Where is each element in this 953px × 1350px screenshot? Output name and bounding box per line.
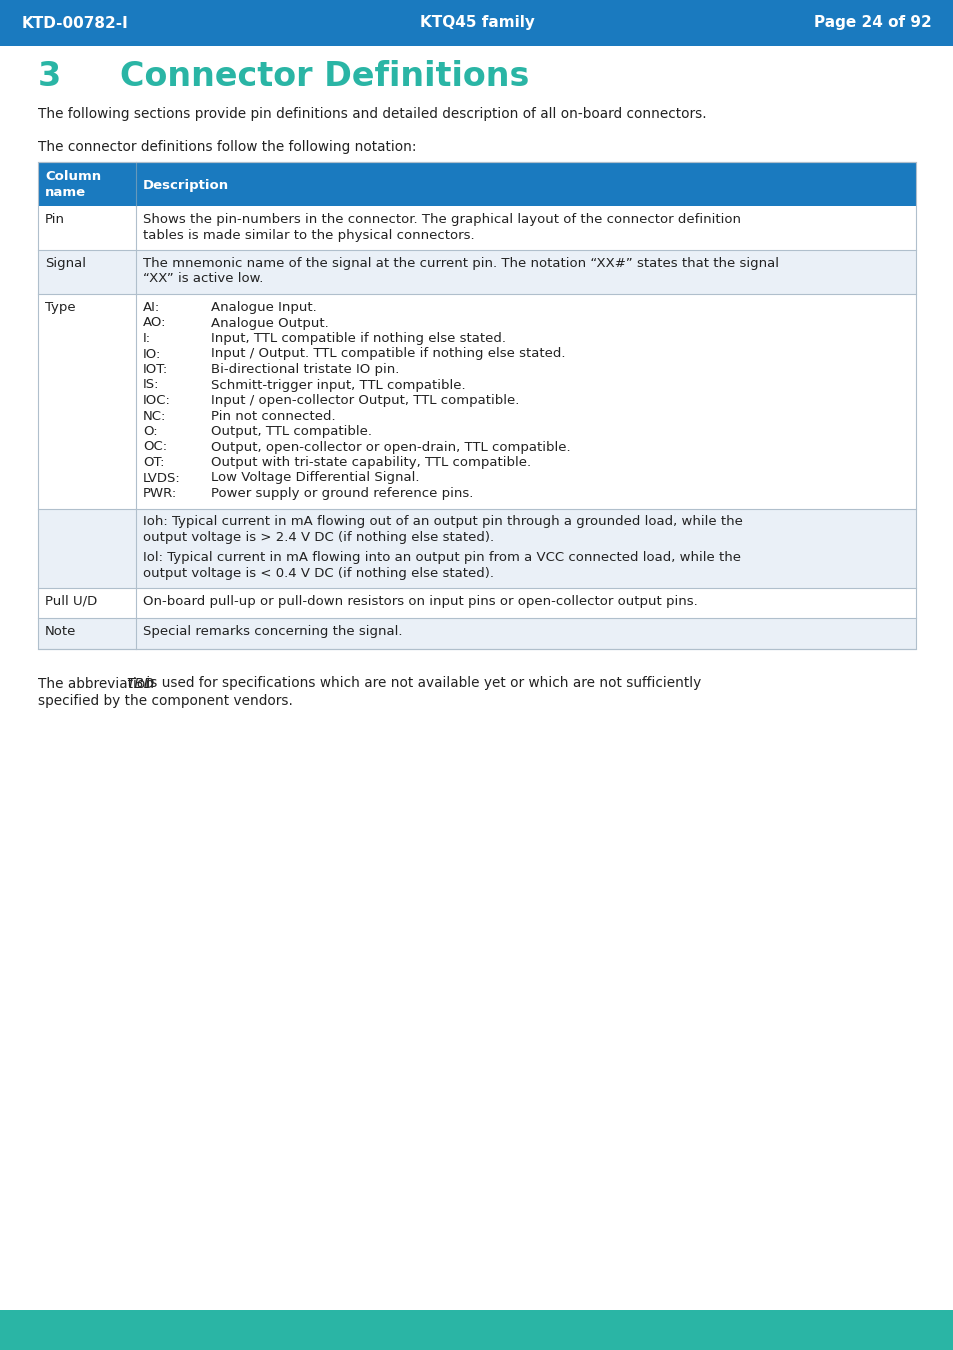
- Text: Output, TTL compatible.: Output, TTL compatible.: [211, 425, 372, 437]
- Text: KTD-00782-I: KTD-00782-I: [22, 15, 129, 31]
- Text: IS:: IS:: [143, 378, 159, 392]
- Text: Analogue Output.: Analogue Output.: [211, 316, 329, 329]
- Bar: [38, 162, 915, 207]
- Text: AI:: AI:: [143, 301, 160, 315]
- Bar: [0, 0, 953, 46]
- Text: LVDS:: LVDS:: [143, 471, 180, 485]
- Text: “XX” is active low.: “XX” is active low.: [143, 273, 263, 285]
- Text: PWR:: PWR:: [143, 487, 177, 500]
- Text: The abbreviation: The abbreviation: [38, 676, 158, 690]
- FancyBboxPatch shape: [0, 0, 953, 46]
- Text: 3: 3: [38, 59, 61, 93]
- Text: Input / open-collector Output, TTL compatible.: Input / open-collector Output, TTL compa…: [211, 394, 518, 406]
- Bar: [38, 294, 915, 509]
- Text: Connector Definitions: Connector Definitions: [120, 59, 529, 93]
- Text: Input, TTL compatible if nothing else stated.: Input, TTL compatible if nothing else st…: [211, 332, 505, 346]
- Text: Pin: Pin: [45, 213, 65, 225]
- Text: NC:: NC:: [143, 409, 166, 423]
- Text: O:: O:: [143, 425, 157, 437]
- Bar: [0, 0, 953, 36]
- Text: Iol: Typical current in mA flowing into an output pin from a VCC connected load,: Iol: Typical current in mA flowing into …: [143, 552, 740, 564]
- Bar: [38, 162, 915, 648]
- Text: Ioh: Typical current in mA flowing out of an output pin through a grounded load,: Ioh: Typical current in mA flowing out o…: [143, 516, 742, 528]
- Text: Schmitt-trigger input, TTL compatible.: Schmitt-trigger input, TTL compatible.: [211, 378, 465, 392]
- Text: Type: Type: [45, 301, 75, 315]
- Bar: [38, 618, 915, 648]
- Text: The connector definitions follow the following notation:: The connector definitions follow the fol…: [38, 140, 416, 154]
- Text: On-board pull-up or pull-down resistors on input pins or open-collector output p: On-board pull-up or pull-down resistors …: [143, 594, 697, 608]
- Text: Output, open-collector or open-drain, TTL compatible.: Output, open-collector or open-drain, TT…: [211, 440, 570, 454]
- Text: I:: I:: [143, 332, 151, 346]
- Text: Output with tri-state capability, TTL compatible.: Output with tri-state capability, TTL co…: [211, 456, 531, 468]
- Text: is used for specifications which are not available yet or which are not sufficie: is used for specifications which are not…: [142, 676, 700, 690]
- Bar: [38, 509, 915, 587]
- Text: TBD: TBD: [127, 676, 154, 690]
- Text: IOT:: IOT:: [143, 363, 168, 377]
- Text: OT:: OT:: [143, 456, 164, 468]
- Text: IOC:: IOC:: [143, 394, 171, 406]
- Text: Analogue Input.: Analogue Input.: [211, 301, 316, 315]
- Bar: [38, 207, 915, 250]
- Text: Pull U/D: Pull U/D: [45, 594, 97, 608]
- Text: OC:: OC:: [143, 440, 167, 454]
- Text: Note: Note: [45, 625, 76, 639]
- Text: Shows the pin-numbers in the connector. The graphical layout of the connector de: Shows the pin-numbers in the connector. …: [143, 213, 740, 225]
- Text: Bi-directional tristate IO pin.: Bi-directional tristate IO pin.: [211, 363, 399, 377]
- Text: IO:: IO:: [143, 347, 161, 360]
- Bar: [38, 250, 915, 294]
- Text: output voltage is < 0.4 V DC (if nothing else stated).: output voltage is < 0.4 V DC (if nothing…: [143, 567, 494, 580]
- Text: Power supply or ground reference pins.: Power supply or ground reference pins.: [211, 487, 473, 500]
- Text: Column: Column: [45, 170, 101, 184]
- Bar: [0, 1310, 953, 1350]
- Text: The following sections provide pin definitions and detailed description of all o: The following sections provide pin defin…: [38, 107, 706, 122]
- Text: name: name: [45, 186, 86, 198]
- Text: Description: Description: [143, 180, 229, 193]
- Text: Special remarks concerning the signal.: Special remarks concerning the signal.: [143, 625, 402, 639]
- Text: Input / Output. TTL compatible if nothing else stated.: Input / Output. TTL compatible if nothin…: [211, 347, 565, 360]
- Text: tables is made similar to the physical connectors.: tables is made similar to the physical c…: [143, 228, 475, 242]
- Text: AO:: AO:: [143, 316, 167, 329]
- Text: Page 24 of 92: Page 24 of 92: [814, 15, 931, 31]
- FancyBboxPatch shape: [0, 1310, 953, 1350]
- Text: Signal: Signal: [45, 256, 86, 270]
- Text: KTQ45 family: KTQ45 family: [419, 15, 534, 31]
- Text: output voltage is > 2.4 V DC (if nothing else stated).: output voltage is > 2.4 V DC (if nothing…: [143, 531, 494, 544]
- Bar: [0, 1320, 953, 1350]
- Text: Low Voltage Differential Signal.: Low Voltage Differential Signal.: [211, 471, 419, 485]
- Bar: [38, 587, 915, 618]
- Text: specified by the component vendors.: specified by the component vendors.: [38, 694, 293, 707]
- Text: Pin not connected.: Pin not connected.: [211, 409, 335, 423]
- Text: The mnemonic name of the signal at the current pin. The notation “XX#” states th: The mnemonic name of the signal at the c…: [143, 256, 779, 270]
